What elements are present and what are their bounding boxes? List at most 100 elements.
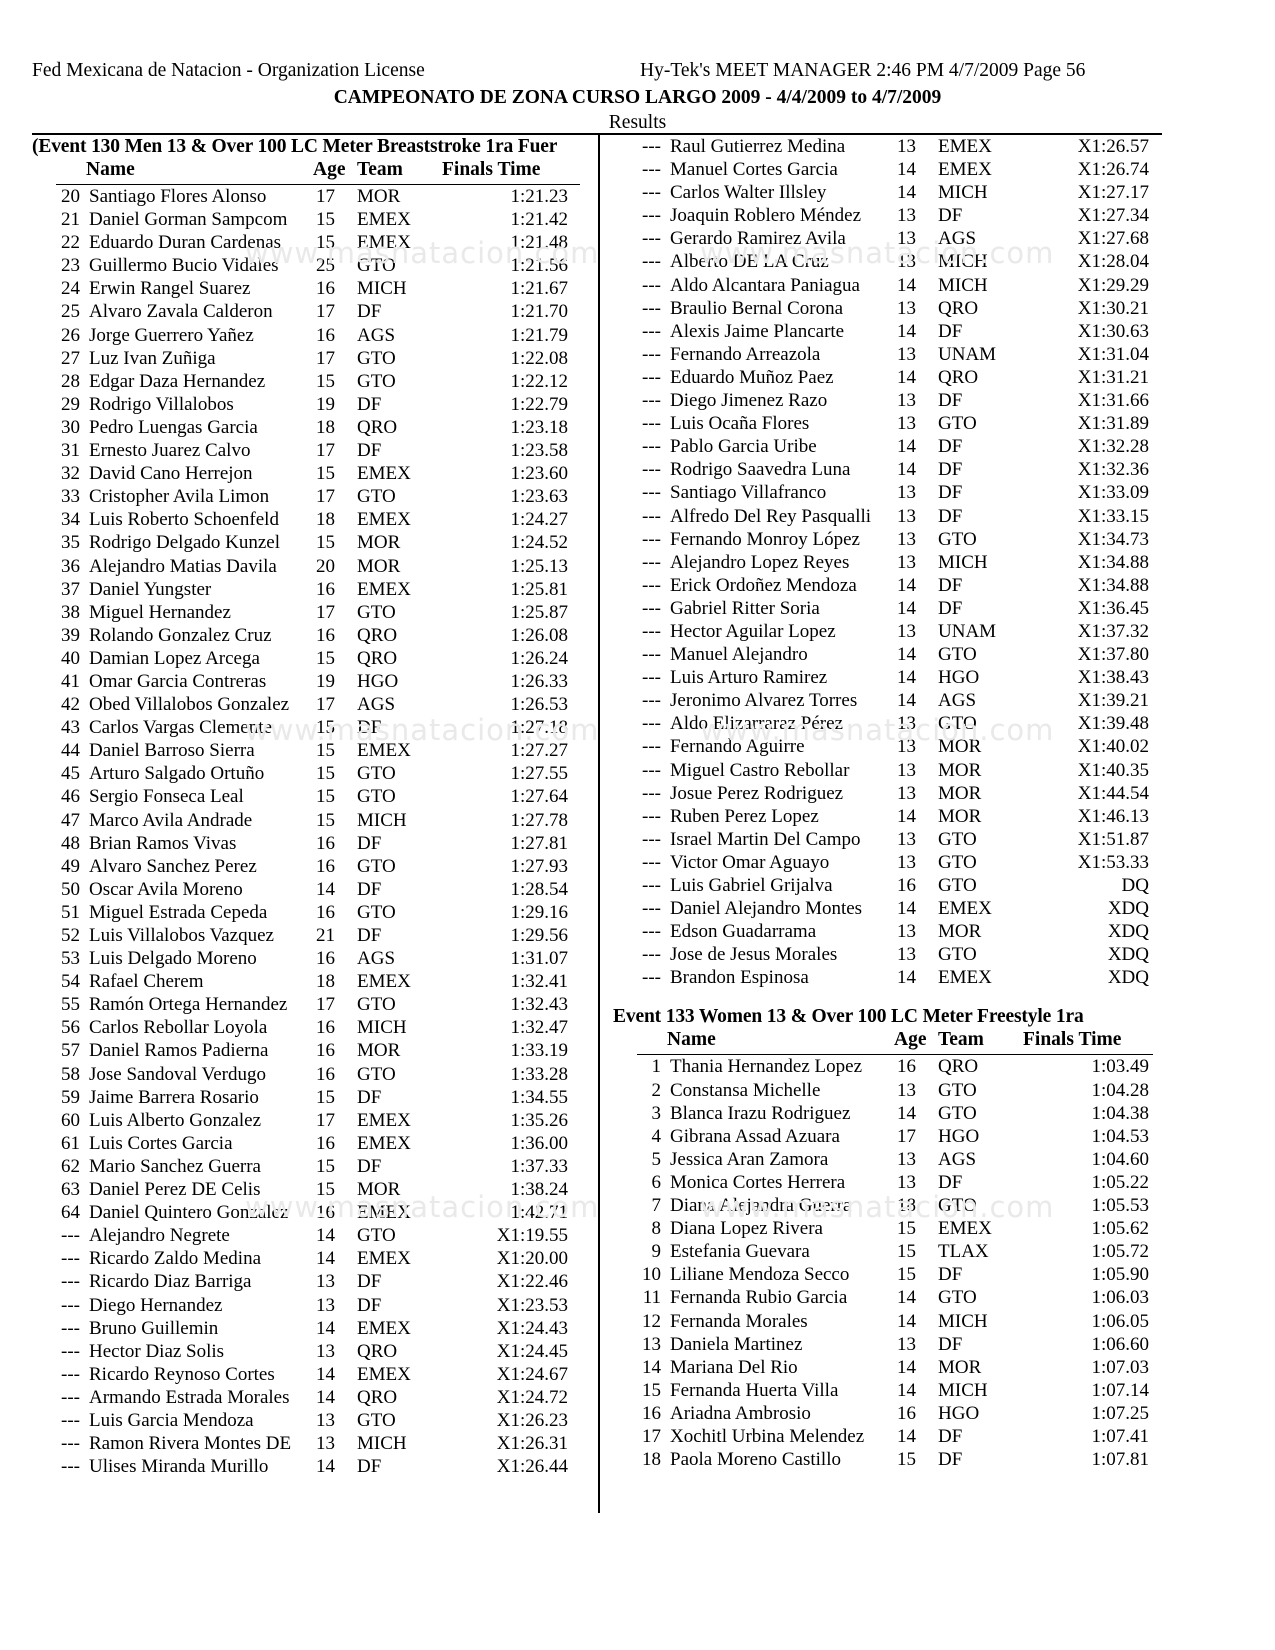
row-team: DF bbox=[938, 505, 963, 527]
row-team: GTO bbox=[938, 1079, 977, 1101]
table-row: --- Ricardo Reynoso Cortes 14 EMEX X1:24.67 bbox=[32, 1364, 592, 1387]
row-team: GTO bbox=[357, 994, 396, 1016]
row-place: --- bbox=[642, 482, 661, 504]
row-time: X1:34.88 bbox=[1077, 551, 1149, 573]
table-row: --- Alberto DE LA Cruz 13 MICH X1:28.04 bbox=[613, 251, 1165, 274]
row-place: --- bbox=[642, 297, 661, 319]
table-row: 35 Rodrigo Delgado Kunzel 15 MOR 1:24.52 bbox=[32, 532, 592, 555]
row-team: EMEX bbox=[357, 463, 411, 485]
row-place: 62 bbox=[61, 1155, 80, 1177]
row-place: --- bbox=[642, 551, 661, 573]
row-team: GTO bbox=[938, 1195, 977, 1217]
row-team: DF bbox=[938, 1171, 963, 1193]
table-row: 5 Jessica Aran Zamora 13 AGS 1:04.60 bbox=[613, 1149, 1165, 1172]
row-team: EMEX bbox=[357, 509, 411, 531]
row-place: 29 bbox=[61, 393, 80, 415]
column-divider bbox=[598, 133, 600, 1513]
row-name: Daniel Yungster bbox=[89, 578, 212, 600]
row-age: 19 bbox=[316, 393, 335, 415]
row-team: DF bbox=[357, 1294, 382, 1316]
row-place: 11 bbox=[642, 1287, 661, 1309]
row-time: X1:26.44 bbox=[496, 1456, 568, 1478]
row-age: 14 bbox=[316, 1363, 335, 1385]
row-team: GTO bbox=[357, 347, 396, 369]
row-place: 32 bbox=[61, 463, 80, 485]
row-team: EMEX bbox=[357, 1317, 411, 1339]
column-header-age: Age bbox=[313, 159, 346, 180]
row-team: EMEX bbox=[357, 740, 411, 762]
row-team: EMEX bbox=[357, 1202, 411, 1224]
table-row: 52 Luis Villalobos Vazquez 21 DF 1:29.56 bbox=[32, 925, 592, 948]
table-row: 43 Carlos Vargas Clemente 15 DF 1:27.18 bbox=[32, 717, 592, 740]
row-place: --- bbox=[642, 944, 661, 966]
row-age: 17 bbox=[316, 486, 335, 508]
row-time: X1:29.29 bbox=[1077, 274, 1149, 296]
table-row: 18 Paola Moreno Castillo 15 DF 1:07.81 bbox=[613, 1449, 1165, 1472]
table-row: --- Edson Guadarrama 13 MOR XDQ bbox=[613, 921, 1165, 944]
row-name: Jose Sandoval Verdugo bbox=[89, 1063, 266, 1085]
row-place: 18 bbox=[642, 1449, 661, 1471]
row-place: --- bbox=[61, 1317, 80, 1339]
table-row: --- Fernando Arreazola 13 UNAM X1:31.04 bbox=[613, 344, 1165, 367]
row-team: GTO bbox=[357, 1063, 396, 1085]
row-age: 15 bbox=[897, 1241, 916, 1263]
row-time: X1:31.66 bbox=[1077, 390, 1149, 412]
row-name: Gerardo Ramirez Avila bbox=[670, 228, 846, 250]
table-row: 1 Thania Hernandez Lopez 16 QRO 1:03.49 bbox=[613, 1056, 1165, 1079]
row-place: --- bbox=[642, 828, 661, 850]
row-time: 1:21.56 bbox=[510, 255, 568, 277]
event-130-rows-left: 20 Santiago Flores Alonso 17 MOR 1:21.23 21 Da… bbox=[32, 186, 592, 1479]
row-age: 15 bbox=[316, 809, 335, 831]
row-team: DF bbox=[357, 925, 382, 946]
row-place: --- bbox=[642, 136, 661, 157]
row-time: X1:26.23 bbox=[496, 1409, 568, 1431]
row-time: 1:36.00 bbox=[510, 1132, 568, 1154]
row-team: TLAX bbox=[938, 1241, 989, 1263]
row-age: 16 bbox=[897, 875, 916, 896]
row-time: 1:04.53 bbox=[1091, 1125, 1149, 1147]
row-place: 36 bbox=[61, 555, 80, 577]
row-time: 1:26.24 bbox=[510, 647, 568, 669]
row-time: 1:23.63 bbox=[510, 486, 568, 508]
row-name: Eduardo Muñoz Paez bbox=[670, 366, 834, 388]
row-age: 13 bbox=[897, 851, 916, 873]
row-place: 47 bbox=[61, 809, 80, 831]
row-age: 17 bbox=[316, 301, 335, 323]
results-label: Results bbox=[608, 112, 667, 133]
row-name: Brandon Espinosa bbox=[670, 967, 809, 989]
row-place: 31 bbox=[61, 440, 80, 462]
table-row: --- Luis Garcia Mendoza 13 GTO X1:26.23 bbox=[32, 1410, 592, 1433]
row-team: HGO bbox=[357, 670, 399, 692]
row-team: DF bbox=[938, 320, 963, 342]
row-time: 1:21.79 bbox=[510, 324, 568, 346]
row-team: QRO bbox=[938, 297, 979, 319]
row-age: 16 bbox=[316, 624, 335, 646]
row-place: --- bbox=[61, 1248, 80, 1270]
table-row: 27 Luz Ivan Zuñiga 17 GTO 1:22.08 bbox=[32, 348, 592, 371]
row-time: 1:07.81 bbox=[1091, 1449, 1149, 1471]
table-row: 48 Brian Ramos Vivas 16 DF 1:27.81 bbox=[32, 833, 592, 856]
row-name: Mario Sanchez Guerra bbox=[89, 1155, 261, 1177]
row-time: 1:05.62 bbox=[1091, 1218, 1149, 1240]
row-place: 51 bbox=[61, 901, 80, 923]
row-team: EMEX bbox=[938, 159, 992, 181]
row-place: 57 bbox=[61, 1040, 80, 1062]
row-age: 16 bbox=[316, 901, 335, 923]
row-time: X1:51.87 bbox=[1077, 828, 1149, 850]
row-place: --- bbox=[642, 251, 661, 273]
row-team: AGS bbox=[357, 948, 396, 970]
row-team: DF bbox=[938, 205, 963, 227]
row-team: DF bbox=[357, 832, 382, 854]
row-place: 64 bbox=[61, 1202, 80, 1224]
table-row: --- Santiago Villafranco 13 DF X1:33.09 bbox=[613, 482, 1165, 505]
row-age: 13 bbox=[897, 551, 916, 573]
row-time: 1:38.24 bbox=[510, 1179, 568, 1201]
table-row: 56 Carlos Rebollar Loyola 16 MICH 1:32.47 bbox=[32, 1017, 592, 1040]
row-place: 10 bbox=[642, 1264, 661, 1286]
event-130-title: (Event 130 Men 13 & Over 100 LC Meter Br… bbox=[32, 136, 558, 157]
row-place: --- bbox=[642, 898, 661, 920]
row-place: 27 bbox=[61, 347, 80, 369]
row-name: Ulises Miranda Murillo bbox=[89, 1456, 269, 1478]
row-place: 46 bbox=[61, 786, 80, 808]
table-row: --- Diego Jimenez Razo 13 DF X1:31.66 bbox=[613, 390, 1165, 413]
